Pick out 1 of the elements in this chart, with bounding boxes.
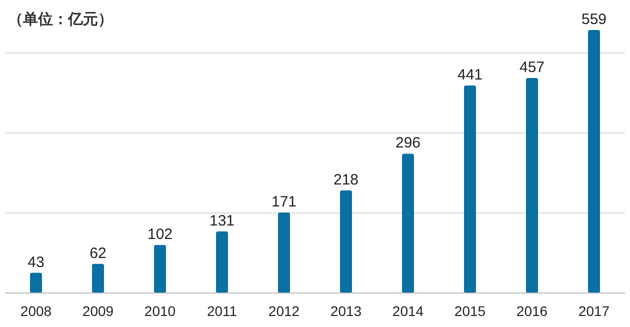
title: （单位：亿元） (8, 11, 113, 28)
